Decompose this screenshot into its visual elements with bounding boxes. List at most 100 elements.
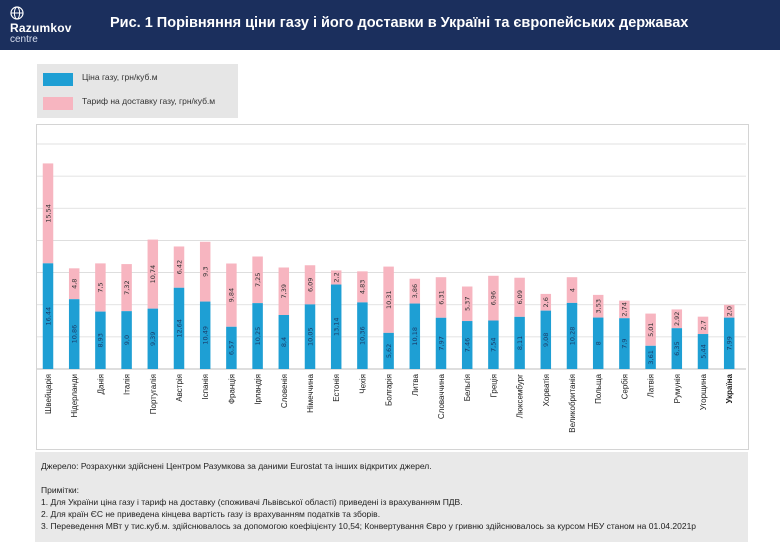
header-bar: Razumkov centre Рис. 1 Порівняння ціни г… [0, 0, 780, 50]
bar-tariff [226, 263, 237, 327]
x-tick-label: Словаччина [437, 373, 446, 419]
bar-price [95, 311, 106, 369]
bar-price [409, 303, 421, 369]
note-3: 3. Переведення МВт у тис.куб.м. здійснюв… [41, 521, 697, 531]
bar-price [671, 328, 683, 369]
data-label-price: 6,57 [228, 341, 236, 355]
data-label-tariff: 6,31 [437, 290, 445, 304]
x-tick-label: Болгарія [385, 374, 394, 406]
bar-price [723, 317, 735, 369]
data-label-price: 10,36 [359, 326, 367, 345]
bar-tariff [514, 277, 525, 317]
bar-price [383, 332, 394, 369]
note-2: 2. Для країн ЄС не приведена кінцева вар… [41, 509, 381, 519]
x-tick-label: Естонія [332, 374, 341, 402]
bar-price [278, 315, 290, 369]
data-label-price: 7,54 [490, 338, 498, 352]
data-label-price: 13,14 [333, 317, 341, 336]
notes-panel: Джерело: Розрахунки здійснені Центром Ра… [35, 452, 748, 542]
legend-swatch-tariff [43, 97, 73, 110]
bar-tariff [199, 241, 211, 302]
data-label-price: 8,11 [516, 336, 524, 350]
stacked-bar-chart: 16,44 15,54 Швейцарія 10,86 4,8 Нідерланди 8,9… [37, 143, 746, 433]
data-label-tariff: 4,83 [359, 280, 367, 294]
data-label-tariff: 7,25 [254, 273, 262, 287]
data-label-tariff: 4 [568, 288, 576, 292]
bar-price [199, 301, 211, 369]
data-label-tariff: 2,7 [699, 320, 707, 330]
bar-price [461, 321, 473, 369]
bar-price [147, 308, 159, 369]
bar-price [330, 284, 342, 369]
data-label-tariff: 2,6 [542, 297, 550, 307]
data-label-tariff: 4,8 [71, 279, 79, 289]
figure-title: Рис. 1 Порівняння ціни газу і його доста… [110, 15, 689, 31]
data-label-price: 3,61 [647, 350, 655, 364]
logo-name: Razumkov [10, 21, 72, 35]
data-label-tariff: 15,54 [44, 204, 52, 223]
x-tick-label: Польща [594, 373, 603, 403]
bar-price [42, 263, 54, 369]
bar-price [619, 318, 630, 369]
data-label-price: 7,97 [437, 336, 445, 350]
bar-tariff [592, 294, 604, 318]
bar-tariff [619, 300, 630, 319]
data-label-price: 9,0 [123, 335, 131, 345]
bar-tariff [147, 239, 159, 309]
data-label-tariff: 3,53 [595, 299, 603, 313]
x-tick-label: Іспанія [201, 374, 210, 400]
bar-tariff [121, 264, 132, 312]
data-label-price: 7,99 [726, 336, 734, 350]
data-label-price: 8,93 [97, 333, 105, 347]
data-label-tariff: 10,74 [149, 265, 157, 284]
bar-tariff [68, 268, 80, 300]
data-label-tariff: 9,84 [228, 288, 236, 302]
bar-tariff [95, 263, 106, 312]
bar-tariff [435, 277, 447, 318]
data-label-price: 10,18 [411, 327, 419, 346]
bar-tariff [383, 266, 394, 333]
data-label-price: 7,46 [464, 338, 472, 352]
chart-legend: Ціна газу, грн/куб.м Тариф на доставку г… [37, 64, 238, 118]
data-label-tariff: 2,74 [621, 302, 629, 316]
bar-price [304, 304, 316, 369]
x-tick-label: Португалія [149, 374, 158, 414]
data-label-price: 16,44 [44, 307, 52, 326]
data-label-price: 9,08 [542, 333, 550, 347]
x-tick-label: Великобританія [568, 374, 577, 433]
data-label-price: 10,25 [254, 327, 262, 346]
globe-icon [10, 6, 24, 20]
data-label-price: 10,86 [71, 325, 79, 344]
data-label-price: 5,62 [385, 344, 393, 358]
bar-price [566, 302, 578, 369]
bar-price [540, 310, 552, 369]
x-tick-label: Швейцарія [44, 374, 53, 414]
source-text: Джерело: Розрахунки здійснені Центром Ра… [41, 461, 432, 471]
data-label-price: 9,39 [149, 332, 157, 346]
bar-tariff [461, 286, 473, 322]
x-tick-label: Словенія [280, 374, 289, 408]
data-label-price: 10,49 [202, 326, 210, 345]
data-label-price: 5,44 [699, 344, 707, 358]
data-label-tariff: 5,37 [464, 297, 472, 311]
bar-price [435, 317, 447, 369]
x-tick-label: Італія [123, 374, 132, 395]
x-tick-label: Сербія [620, 374, 629, 399]
bar-tariff [330, 270, 342, 285]
data-label-price: 10,05 [306, 327, 314, 346]
bar-tariff [540, 293, 552, 311]
data-label-tariff: 2,92 [673, 312, 681, 326]
bar-price [173, 287, 185, 369]
bar-price [226, 326, 237, 369]
x-tick-label: Угорщина [699, 373, 708, 410]
x-tick-label: Данія [96, 374, 105, 394]
x-tick-label: Литва [411, 373, 420, 396]
data-label-tariff: 7,32 [123, 280, 131, 294]
bar-tariff [252, 256, 263, 304]
x-tick-label: Греція [489, 374, 498, 397]
data-label-tariff: 2,0 [726, 306, 734, 316]
data-label-tariff: 3,86 [411, 284, 419, 298]
data-label-price: 8,4 [280, 337, 288, 347]
data-label-price: 8 [595, 341, 603, 345]
bar-tariff [409, 278, 421, 304]
